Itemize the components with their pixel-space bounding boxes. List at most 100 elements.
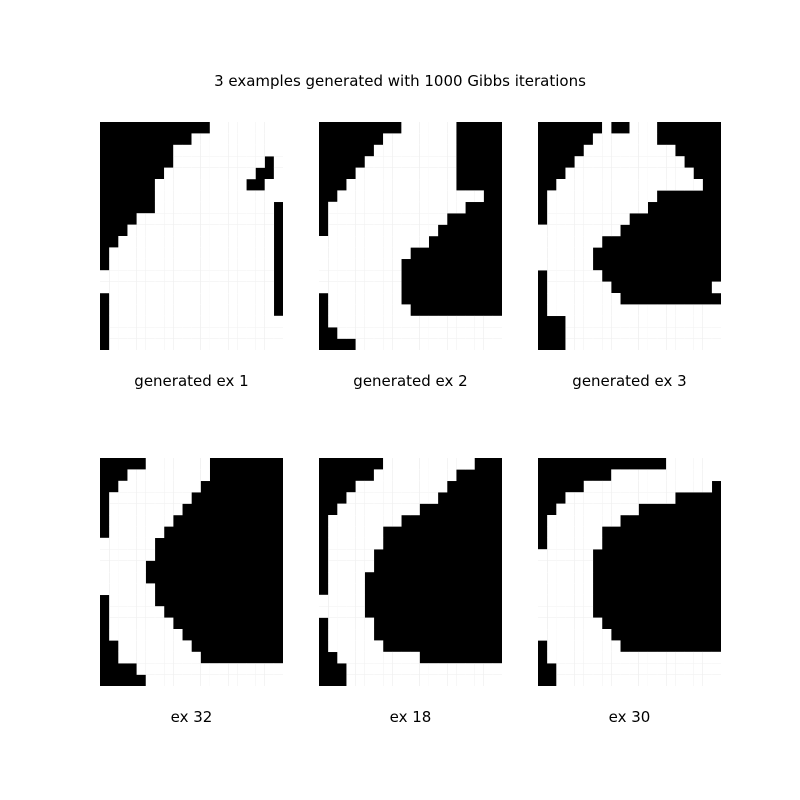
pixel-white <box>100 572 110 584</box>
pixel-white <box>392 224 402 237</box>
pixel-white <box>383 651 393 664</box>
pixel-white <box>346 224 356 237</box>
pixel-white <box>200 327 210 339</box>
pixel-white <box>136 594 146 607</box>
pixel-white <box>209 179 220 191</box>
pixel-white <box>218 258 229 271</box>
pixel-white <box>264 236 275 248</box>
pixel-white <box>574 293 584 305</box>
pixel-white <box>592 640 603 653</box>
pixel-white <box>145 503 156 516</box>
pixel-white <box>383 515 393 527</box>
pixel-white <box>118 338 128 350</box>
pixel-white <box>702 469 713 482</box>
pixel-white <box>711 304 721 317</box>
pixel-white <box>592 338 603 350</box>
pixel-white <box>228 133 238 146</box>
pixel-white <box>364 315 375 328</box>
pixel-white <box>383 179 393 191</box>
pixel-white <box>629 144 639 157</box>
pixel-white <box>565 190 575 203</box>
pixel-white <box>136 651 146 664</box>
pixel-white <box>364 651 375 664</box>
pixel-white <box>364 270 375 282</box>
pixel-white <box>136 236 146 248</box>
pixel-white <box>474 663 484 675</box>
pixel-white <box>364 327 375 339</box>
pixel-white <box>237 281 247 294</box>
pixel-white <box>328 594 338 607</box>
pixel-white <box>364 537 375 550</box>
pixel-white <box>447 156 457 168</box>
pixel-white <box>200 236 210 248</box>
pixel-white <box>164 270 174 282</box>
pixel-white <box>164 315 174 328</box>
pixel-white <box>410 213 420 225</box>
pixel-white <box>200 190 210 203</box>
pixel-white <box>428 458 439 470</box>
pixel-white <box>383 270 393 282</box>
pixel-white <box>246 674 256 686</box>
pixel-white <box>401 156 411 168</box>
pixel-white <box>109 583 119 596</box>
pixel-white <box>629 201 639 214</box>
pixel-white <box>109 526 119 539</box>
pixel-white <box>319 236 329 248</box>
pixel-white <box>109 560 119 573</box>
pixel-white <box>556 201 566 214</box>
pixel-white <box>437 133 448 146</box>
pixel-white <box>647 122 658 134</box>
pixel-white <box>164 304 174 317</box>
pixel-white <box>556 549 566 561</box>
pixel-white <box>355 640 365 653</box>
pixel-white <box>583 179 594 191</box>
pixel-white <box>264 190 275 203</box>
pixel-white <box>684 167 694 180</box>
pixel-white <box>547 606 557 618</box>
pixel-white <box>255 304 265 317</box>
pixel-white <box>666 674 676 686</box>
pixel-white <box>592 480 603 493</box>
pixel-white <box>173 281 183 294</box>
pixel-white <box>373 327 384 339</box>
pixel-white <box>583 315 594 328</box>
pixel-white <box>154 247 165 260</box>
pixel-white <box>182 144 192 157</box>
pixel-white <box>136 560 146 573</box>
pixel-white <box>629 156 639 168</box>
pixel-white <box>647 492 658 504</box>
pixel-white <box>565 663 575 675</box>
pixel-white <box>145 663 156 675</box>
pixel-white <box>273 338 283 350</box>
pixel-white <box>346 606 356 618</box>
pixel-white <box>373 537 384 550</box>
pixel-white <box>693 469 703 482</box>
pixel-white <box>602 304 612 317</box>
pixel-white <box>118 247 128 260</box>
pixel-white <box>428 327 439 339</box>
pixel-grid <box>100 458 283 686</box>
pixel-white <box>182 258 192 271</box>
pixel-white <box>173 315 183 328</box>
pixel-white <box>611 179 621 191</box>
pixel-white <box>547 526 557 539</box>
pixel-white <box>237 201 247 214</box>
pixel-white <box>565 503 575 516</box>
pixel-white <box>109 258 119 271</box>
pixel-white <box>191 674 201 686</box>
pixel-white <box>583 674 594 686</box>
pixel-white <box>337 549 347 561</box>
pixel-white <box>611 133 621 146</box>
pixel-white <box>383 674 393 686</box>
pixel-white <box>638 133 648 146</box>
pixel-white <box>602 492 612 504</box>
pixel-white <box>574 492 584 504</box>
pixel-white <box>127 315 137 328</box>
pixel-white <box>337 315 347 328</box>
pixel-white <box>392 492 402 504</box>
pixel-white <box>611 144 621 157</box>
pixel-white <box>647 167 658 180</box>
pixel-white <box>437 190 448 203</box>
pixel-white <box>164 179 174 191</box>
pixel-white <box>127 583 137 596</box>
